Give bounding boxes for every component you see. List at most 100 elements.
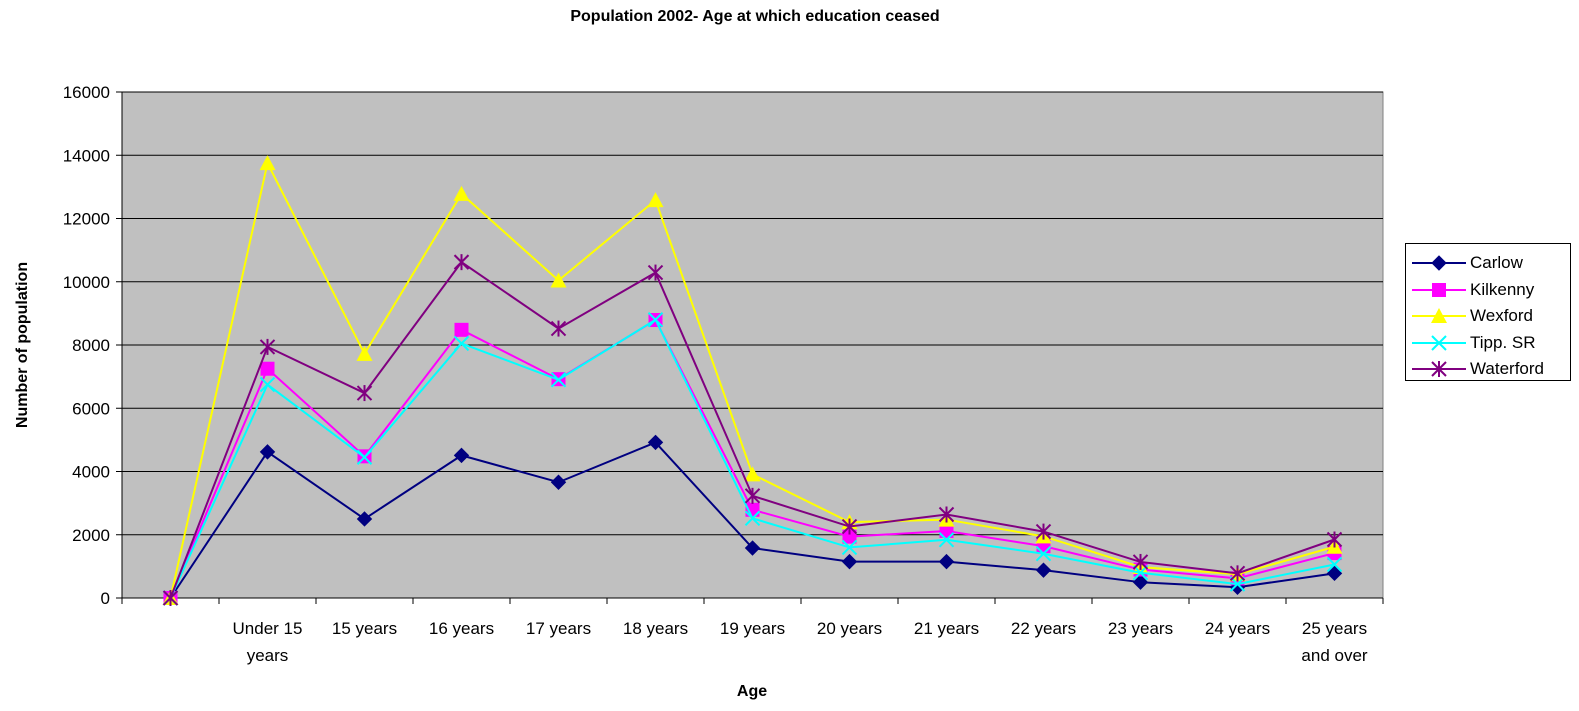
point: [550, 372, 567, 388]
x-tick-label: 20 years: [817, 619, 882, 638]
x-tick-label: 18 years: [623, 619, 688, 638]
x-tick-label: 21 years: [914, 619, 979, 638]
y-tick-label: 8000: [72, 336, 110, 355]
point-stroke: [1132, 564, 1149, 581]
legend-swatch: [1412, 361, 1466, 377]
point: [356, 385, 373, 402]
legend-item: Tipp. SR: [1406, 330, 1570, 356]
point: [453, 335, 470, 352]
point: [1432, 282, 1446, 297]
point-stroke: [647, 311, 664, 328]
point: [260, 361, 275, 376]
y-tick-label: 0: [101, 589, 110, 608]
point-stroke: [1431, 334, 1447, 351]
point: [453, 447, 470, 464]
point: [841, 539, 858, 556]
point: [841, 553, 858, 570]
point: [1431, 361, 1447, 377]
point: [1229, 565, 1246, 582]
legend-label: Kilkenny: [1470, 279, 1535, 299]
series-carlow: [162, 434, 1343, 606]
point: [938, 506, 955, 523]
legend-swatch: [1412, 255, 1466, 271]
point: [259, 376, 276, 393]
legend: Carlow Kilkenny Wexford Tipp. SR Waterford: [1405, 243, 1571, 381]
point: [841, 518, 858, 535]
point: [842, 529, 857, 544]
legend-label: Carlow: [1470, 253, 1523, 272]
x-tick-label: Under 15: [233, 619, 303, 638]
x-tick-label: 22 years: [1011, 619, 1076, 638]
x-tick-label: and over: [1301, 646, 1367, 665]
point: [1326, 565, 1343, 582]
point: [647, 192, 664, 208]
point: [356, 511, 373, 527]
x-tick-label: 17 years: [526, 619, 591, 638]
point: [1431, 308, 1447, 323]
y-tick-label: 12000: [63, 210, 110, 229]
x-axis-title: Age: [736, 683, 768, 700]
point: [1035, 546, 1052, 562]
x-tick-label: 24 years: [1205, 619, 1270, 638]
point-stroke: [550, 372, 567, 388]
point: [356, 345, 373, 361]
x-tick-label: 23 years: [1108, 619, 1173, 638]
point: [1326, 556, 1343, 573]
x-tick-label: years: [247, 646, 289, 665]
point: [550, 320, 567, 337]
point: [744, 540, 761, 556]
point: [1132, 574, 1149, 590]
point: [453, 185, 470, 201]
point-stroke: [1326, 556, 1343, 573]
point: [938, 532, 955, 548]
legend-label: Wexford: [1470, 306, 1533, 325]
point: [1431, 334, 1447, 351]
point: [647, 434, 664, 451]
point-stroke: [841, 539, 858, 556]
point: [550, 272, 567, 288]
point: [259, 155, 276, 171]
point: [1035, 562, 1052, 578]
point: [1132, 564, 1149, 581]
point: [550, 474, 567, 490]
point-stroke: [1229, 576, 1246, 592]
x-tick-label: 16 years: [429, 619, 494, 638]
point: [259, 338, 276, 355]
series-waterford: [162, 254, 1343, 606]
point: [939, 523, 954, 538]
legend-label: Waterford: [1470, 359, 1545, 378]
point: [454, 322, 469, 337]
x-tick-label: 19 years: [720, 619, 785, 638]
legend-swatch: [1412, 334, 1466, 351]
point: [1035, 523, 1052, 540]
y-tick-label: 6000: [72, 399, 110, 418]
point: [744, 487, 761, 504]
point: [1431, 255, 1447, 271]
point-stroke: [938, 532, 955, 548]
point: [356, 449, 373, 465]
point-stroke: [744, 510, 761, 527]
point: [1229, 576, 1246, 592]
point-stroke: [1035, 546, 1052, 562]
y-tick-label: 16000: [63, 83, 110, 102]
point: [938, 553, 955, 570]
x-tick-label: 15 years: [332, 619, 397, 638]
point: [744, 466, 761, 482]
y-tick-label: 2000: [72, 526, 110, 545]
point: [647, 311, 664, 328]
y-tick-label: 10000: [63, 273, 110, 292]
point: [744, 510, 761, 527]
point-stroke: [356, 449, 373, 465]
chart-title: Population 2002- Age at which education …: [570, 8, 940, 25]
legend-item: Carlow: [1406, 250, 1570, 276]
y-tick-label: 14000: [63, 146, 110, 165]
point: [453, 254, 470, 271]
y-tick-label: 4000: [72, 463, 110, 482]
legend-item: Kilkenny: [1406, 277, 1570, 303]
legend-swatch: [1412, 282, 1466, 297]
point-stroke: [453, 335, 470, 352]
point: [162, 590, 179, 606]
point: [259, 444, 276, 460]
